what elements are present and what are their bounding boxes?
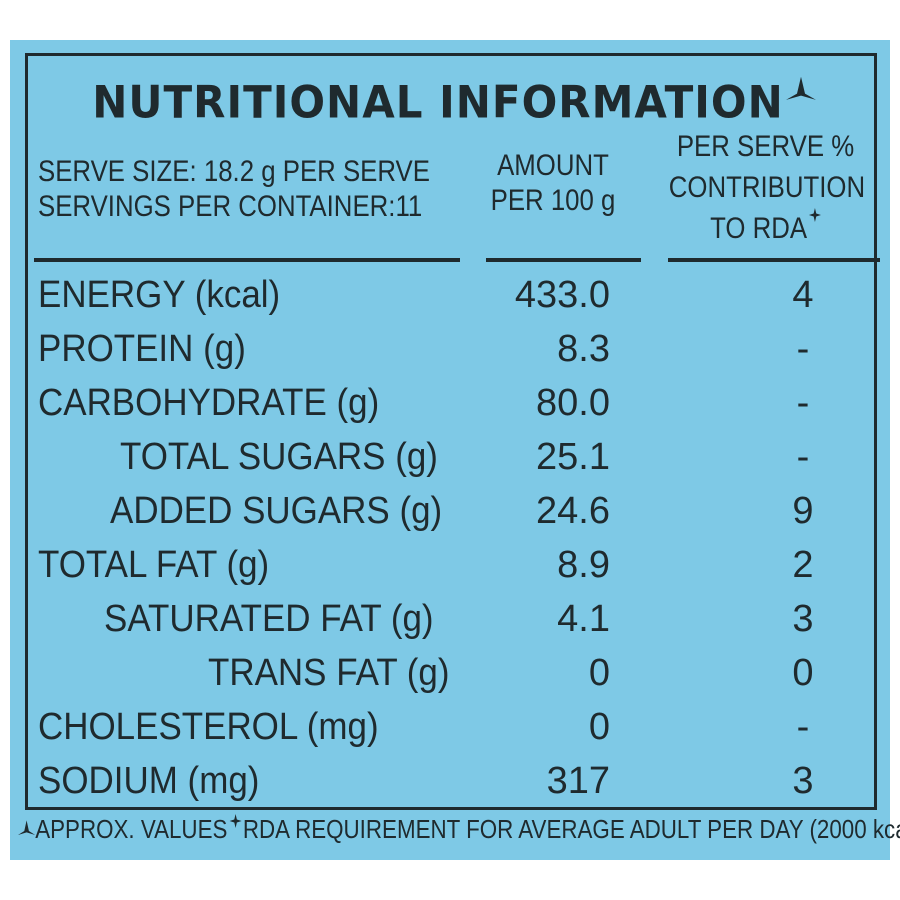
nutrient-name: TOTAL SUGARS (g) <box>120 436 438 478</box>
nutrient-rows: ENERGY (kcal) 433.0 4 PROTEIN (g) 8.3 - CARB… <box>28 268 880 808</box>
amount-column-header: AMOUNT PER 100 g <box>468 148 638 218</box>
amount-per-100g: 0 <box>588 706 610 748</box>
table-row: CARBOHYDRATE (g) 80.0 - <box>28 376 880 430</box>
serving-info: SERVE SIZE: 18.2 g PER SERVE SERVINGS PE… <box>38 154 430 224</box>
rda-percent: 4 <box>792 274 814 316</box>
amount-per-100g: 24.6 <box>536 490 610 532</box>
table-row: ENERGY (kcal) 433.0 4 <box>28 268 880 322</box>
rda-percent: 9 <box>792 490 814 532</box>
four-point-star-icon <box>808 208 821 222</box>
rda-header-line3-text: TO RDA <box>710 212 808 245</box>
nutrient-name: SODIUM (mg) <box>38 760 260 802</box>
nutrient-name: ENERGY (kcal) <box>38 274 281 316</box>
table-row: PROTEIN (g) 8.3 - <box>28 322 880 376</box>
footnote: APPROX. VALUES RDA REQUIREMENT FOR AVERAG… <box>18 814 900 845</box>
table-row: ADDED SUGARS (g) 24.6 9 <box>28 484 880 538</box>
table-row: TOTAL FAT (g) 8.9 2 <box>28 538 880 592</box>
amount-per-100g: 4.1 <box>557 598 610 640</box>
nutrient-name: TOTAL FAT (g) <box>38 544 270 586</box>
nutrition-panel: NUTRITIONAL INFORMATION SERVE SIZE: 18.2… <box>10 40 900 860</box>
rda-requirement-note: RDA REQUIREMENT FOR AVERAGE ADULT PER DA… <box>242 814 900 844</box>
nutrient-name: PROTEIN (g) <box>38 328 246 370</box>
rda-percent: 3 <box>792 598 814 640</box>
nutrition-table-frame: NUTRITIONAL INFORMATION SERVE SIZE: 18.2… <box>25 53 880 810</box>
table-title: NUTRITIONAL INFORMATION <box>28 76 880 129</box>
rda-header-line2: CONTRIBUTION <box>668 171 866 204</box>
nutrient-name: ADDED SUGARS (g) <box>110 490 443 532</box>
amount-per-100g: 8.3 <box>557 328 610 370</box>
header-rule-left <box>34 258 460 262</box>
rda-column-header: PER SERVE % CONTRIBUTION TO RDA <box>653 126 878 249</box>
table-row: SATURATED FAT (g) 4.1 3 <box>28 592 880 646</box>
header-rule-mid <box>486 258 641 262</box>
amount-per-100g: 25.1 <box>536 436 610 478</box>
rda-header-line1: PER SERVE % <box>676 130 855 163</box>
title-text: NUTRITIONAL INFORMATION <box>92 76 784 129</box>
table-row: TOTAL SUGARS (g) 25.1 - <box>28 430 880 484</box>
rda-percent: - <box>796 706 810 748</box>
header-rule-right <box>668 258 880 262</box>
rda-percent: 2 <box>792 544 814 586</box>
serve-size: SERVE SIZE: 18.2 g PER SERVE <box>38 155 430 188</box>
amount-header-line1: AMOUNT <box>497 149 609 182</box>
delta-mark-icon <box>18 820 36 835</box>
delta-mark-icon <box>785 76 816 100</box>
table-row: SODIUM (mg) 317 3 <box>28 754 880 808</box>
amount-per-100g: 80.0 <box>536 382 610 424</box>
nutrient-name: CHOLESTEROL (mg) <box>38 706 379 748</box>
rda-percent: 3 <box>792 760 814 802</box>
amount-header-line2: PER 100 g <box>490 184 616 217</box>
approx-values-note: APPROX. VALUES <box>35 814 228 844</box>
rda-percent: - <box>796 436 810 478</box>
nutrient-name: SATURATED FAT (g) <box>104 598 434 640</box>
rda-percent: - <box>796 382 810 424</box>
table-row: CHOLESTEROL (mg) 0 - <box>28 700 880 754</box>
amount-per-100g: 433.0 <box>514 274 610 316</box>
rda-percent: - <box>796 328 810 370</box>
rda-header-line3: TO RDA <box>669 208 863 249</box>
nutrient-name: CARBOHYDRATE (g) <box>38 382 380 424</box>
rda-percent: 0 <box>792 652 814 694</box>
four-point-star-icon <box>229 814 242 828</box>
servings-per-container: SERVINGS PER CONTAINER:11 <box>38 190 423 223</box>
amount-per-100g: 0 <box>588 652 610 694</box>
amount-per-100g: 8.9 <box>557 544 610 586</box>
table-row: TRANS FAT (g) 0 0 <box>28 646 880 700</box>
nutrient-name: TRANS FAT (g) <box>208 652 450 694</box>
amount-per-100g: 317 <box>546 760 610 802</box>
